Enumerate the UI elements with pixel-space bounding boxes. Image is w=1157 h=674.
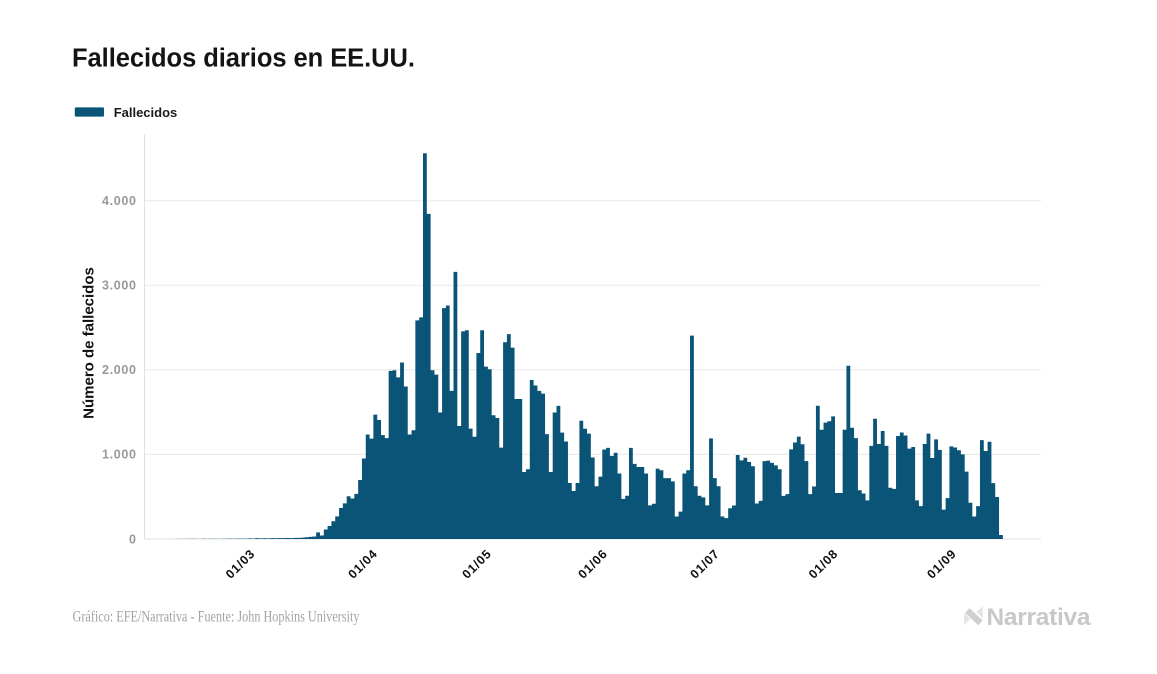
svg-text:4.000: 4.000: [102, 194, 136, 208]
svg-text:Número de fallecidos: Número de fallecidos: [81, 267, 98, 419]
svg-text:2.000: 2.000: [102, 363, 136, 377]
svg-text:Fallecidos diarios en EE.UU.: Fallecidos diarios en EE.UU.: [72, 45, 415, 73]
svg-text:Gráfico: EFE/Narrativa - Fuent: Gráfico: EFE/Narrativa - Fuente: John Ho…: [73, 609, 360, 626]
svg-text:3.000: 3.000: [102, 279, 136, 293]
svg-text:Fallecidos: Fallecidos: [114, 105, 178, 120]
svg-text:1.000: 1.000: [102, 448, 136, 462]
svg-text:0: 0: [129, 532, 136, 546]
svg-text:Narrativa: Narrativa: [987, 604, 1091, 631]
